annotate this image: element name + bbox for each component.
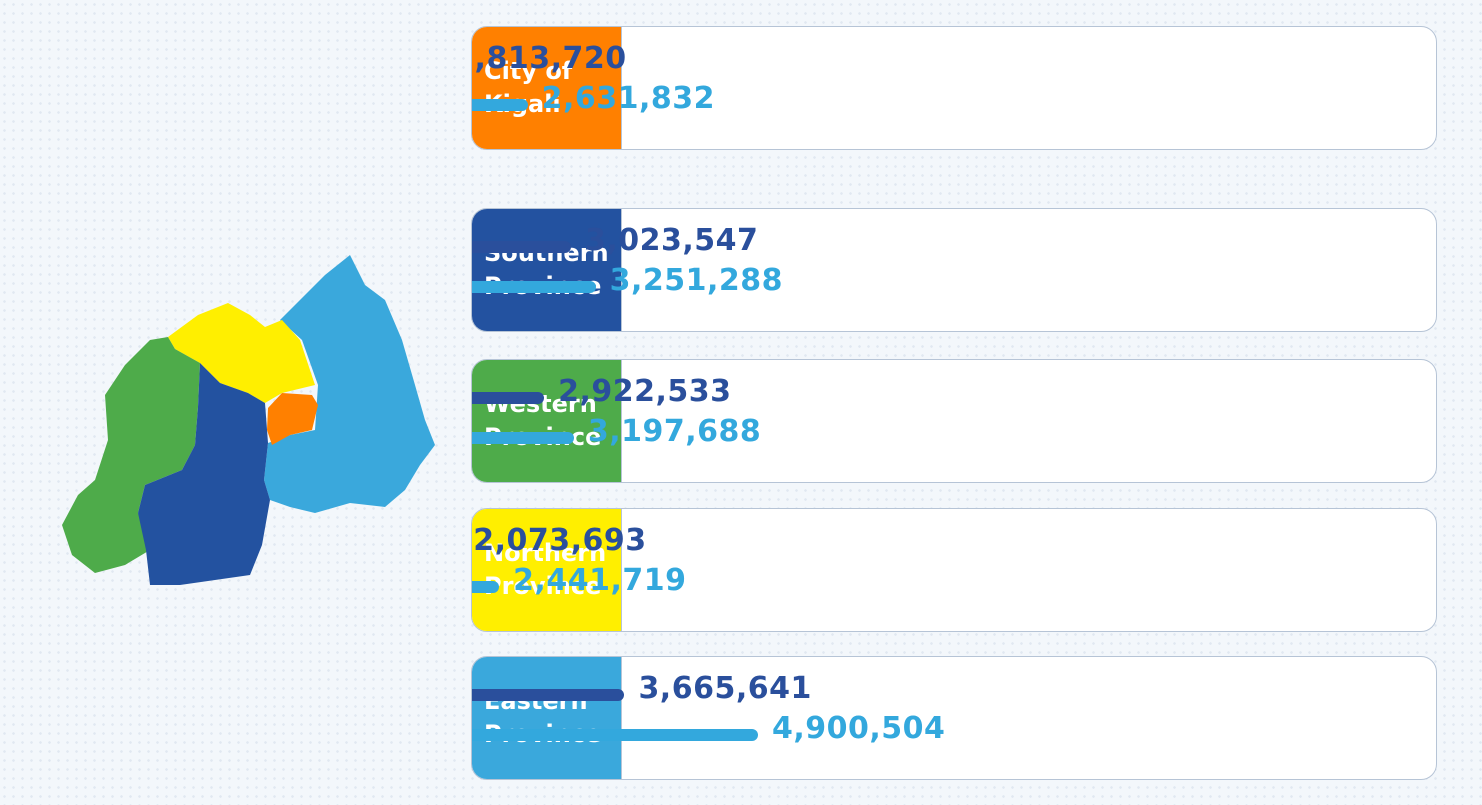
value-label-2032: 3,251,288	[609, 263, 784, 298]
map-northern-province	[168, 303, 315, 403]
province-card: EasternProvince20223,665,64120324,900,50…	[471, 656, 1437, 780]
province-card: City ofKigali20221,813,72020322,631,832	[471, 26, 1437, 150]
value-label-2022: 1,813,720	[472, 41, 627, 76]
map-eastern-province	[264, 255, 435, 513]
province-label-box: City ofKigali	[472, 27, 622, 149]
bar-2022	[472, 392, 545, 404]
province-label-box: EasternProvince	[472, 657, 622, 779]
province-label-box: Northern Province	[472, 509, 622, 631]
rwanda-province-map	[62, 255, 435, 585]
bar-2032	[472, 99, 528, 111]
province-label-line-1: Northern	[484, 539, 607, 567]
map-city-of-kigali	[267, 393, 318, 445]
bar-2032	[472, 729, 758, 741]
value-label-2032: 4,900,504	[772, 711, 946, 746]
province-label-line-2: Province	[484, 572, 602, 600]
province-card: SouthernProvince20223,023,54720323,251,2…	[471, 208, 1437, 332]
value-label-2032: 3,197,688	[587, 414, 762, 449]
value-label-2022: 2,073,693	[473, 523, 647, 558]
province-label: Northern Province	[484, 537, 606, 603]
value-label-2022: 2,922,533	[558, 374, 732, 409]
bar-2022	[472, 241, 571, 253]
province-card: NorthernProvince20222,073,69320322,441,7…	[471, 508, 1437, 632]
bar-2032	[472, 281, 596, 293]
value-label-2032: 2,441,719	[513, 563, 687, 598]
bar-2032	[472, 432, 574, 444]
province-label-box: WesternProvince	[472, 360, 622, 482]
map-southern-province	[138, 363, 270, 585]
province-label-line-1: City of	[484, 57, 573, 85]
value-label-2022: 3,023,547	[585, 223, 759, 258]
province-label-box: SouthernProvince	[472, 209, 622, 331]
value-label-2032: 2,631,832	[541, 81, 716, 116]
province-card: WesternProvince20222,922,53320323,197,68…	[471, 359, 1437, 483]
map-western-province	[62, 337, 200, 573]
bar-2032	[472, 581, 500, 593]
value-label-2022: 3,665,641	[638, 671, 812, 706]
bar-2022	[472, 689, 625, 701]
